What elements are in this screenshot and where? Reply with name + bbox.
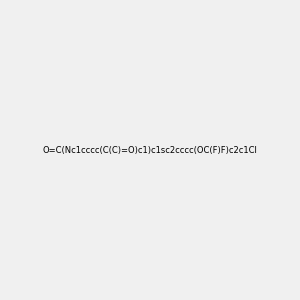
Text: O=C(Nc1cccc(C(C)=O)c1)c1sc2cccc(OC(F)F)c2c1Cl: O=C(Nc1cccc(C(C)=O)c1)c1sc2cccc(OC(F)F)c…	[43, 146, 257, 154]
